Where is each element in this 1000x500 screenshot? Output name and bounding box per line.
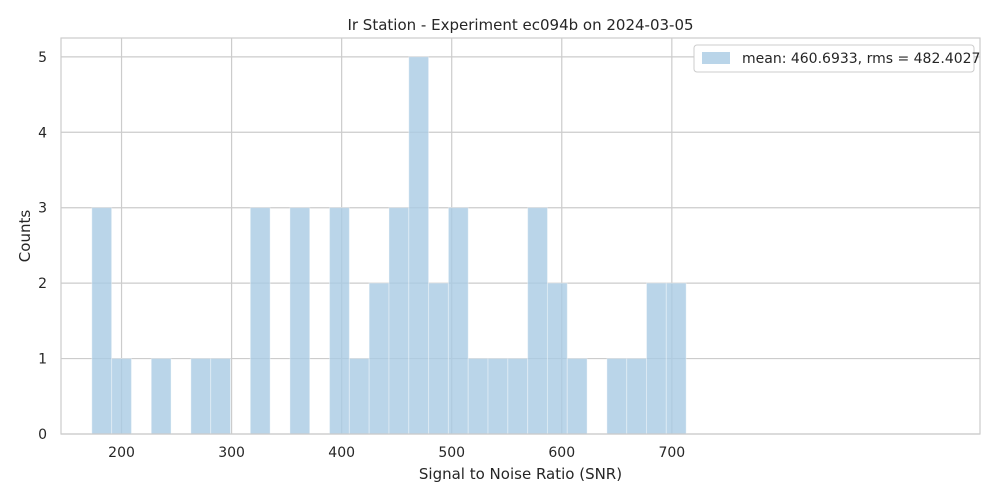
y-tick-label: 1 <box>38 352 47 368</box>
histogram-bar <box>627 359 647 434</box>
histogram-bar <box>448 208 468 434</box>
y-axis-title: Counts <box>16 210 34 263</box>
y-tick-label: 0 <box>38 427 47 443</box>
chart-title: Ir Station - Experiment ec094b on 2024-0… <box>347 16 693 34</box>
histogram-bar <box>250 208 270 434</box>
histogram-bar <box>607 359 627 434</box>
legend: mean: 460.6933, rms = 482.4027 <box>694 45 980 72</box>
legend-swatch <box>702 52 730 64</box>
histogram-bar <box>290 208 310 434</box>
y-tick-label: 4 <box>38 125 47 141</box>
x-axis-title: Signal to Noise Ratio (SNR) <box>419 465 622 483</box>
y-tick-label: 5 <box>38 50 47 66</box>
histogram-bar <box>488 359 508 434</box>
histogram-bar <box>666 283 686 434</box>
histogram-bar <box>151 359 171 434</box>
histogram-bar <box>567 359 587 434</box>
x-tick-label: 200 <box>108 445 135 461</box>
histogram-bar <box>330 208 350 434</box>
histogram-bar <box>647 283 667 434</box>
histogram-bar <box>369 283 389 434</box>
histogram-bar <box>468 359 488 434</box>
histogram-bar <box>112 359 132 434</box>
x-tick-label: 300 <box>218 445 245 461</box>
x-tick-label: 600 <box>548 445 575 461</box>
histogram-bar <box>92 208 112 434</box>
x-tick-label: 400 <box>328 445 355 461</box>
x-tick-label: 500 <box>438 445 465 461</box>
histogram-bar <box>211 359 231 434</box>
histogram-bar <box>389 208 409 434</box>
y-tick-label: 2 <box>38 276 47 292</box>
x-tick-labels: 200 300 400 500 600 700 <box>108 445 685 461</box>
histogram-bar <box>191 359 211 434</box>
histogram-bar <box>547 283 567 434</box>
histogram-bar <box>409 57 429 434</box>
y-tick-label: 3 <box>38 201 47 217</box>
x-tick-label: 700 <box>658 445 685 461</box>
histogram-bar <box>349 359 369 434</box>
histogram-bar <box>528 208 548 434</box>
y-tick-labels: 0 1 2 3 4 5 <box>38 50 47 443</box>
legend-label: mean: 460.6933, rms = 482.4027 <box>742 51 980 67</box>
histogram-bar <box>508 359 528 434</box>
histogram-bar <box>429 283 449 434</box>
